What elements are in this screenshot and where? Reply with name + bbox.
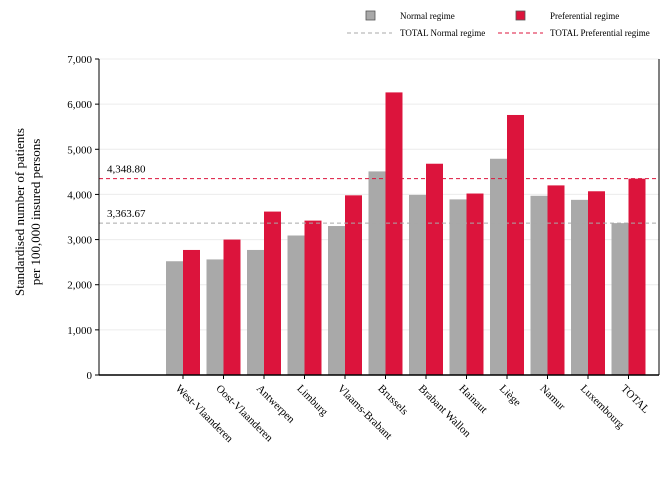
bar-normal — [247, 249, 264, 375]
bar-normal — [449, 199, 467, 375]
bar-normal — [530, 195, 548, 375]
x-tick-label: Liège — [497, 383, 523, 409]
bar-preferential — [466, 193, 484, 375]
x-tick-label: Namur — [537, 383, 567, 413]
legend-swatch-normal — [365, 10, 376, 21]
y-tick-label: 0 — [87, 370, 93, 382]
reference-line-label: 4,348.80 — [107, 164, 146, 176]
x-tick-label: Limburg — [294, 383, 330, 419]
y-tick-label: 6,000 — [67, 99, 92, 111]
x-tick-label: Antwerpen — [254, 383, 297, 426]
y-axis-title-line: per 100,000 insured persons — [28, 139, 43, 286]
bar-preferential — [507, 114, 524, 375]
legend-label-preferential: Preferential regime — [550, 11, 619, 21]
bar-normal — [166, 261, 183, 375]
bar-preferential — [345, 195, 362, 375]
legend-label-total-normal: TOTAL Normal regime — [400, 28, 485, 38]
x-tick-label: Brussels — [375, 383, 410, 418]
bar-normal — [328, 226, 345, 375]
bar-preferential — [264, 211, 281, 375]
y-axis-title-line: Standardised number of patients — [12, 128, 27, 296]
x-tick-label: Hainaut — [456, 383, 489, 416]
y-tick-label: 7,000 — [67, 54, 92, 66]
bar-preferential — [304, 220, 322, 375]
y-tick-label: 1,000 — [67, 325, 92, 337]
y-axis-title: Standardised number of patientsper 100,0… — [12, 128, 43, 296]
bar-preferential — [223, 239, 241, 375]
bar-preferential — [547, 185, 565, 375]
bar-normal — [206, 259, 224, 375]
legend-swatch-preferential — [515, 10, 526, 21]
bar-preferential — [426, 163, 443, 375]
legend-label-total-preferential: TOTAL Preferential regime — [550, 28, 650, 38]
bar-preferential — [183, 249, 200, 375]
bar-preferential — [385, 92, 403, 376]
bar-preferential — [628, 178, 646, 375]
reference-line-label: 3,363.67 — [107, 208, 146, 220]
bar-normal — [571, 199, 588, 375]
bar-normal — [368, 171, 386, 375]
bar-normal — [490, 158, 507, 375]
bar-normal — [611, 223, 629, 375]
y-tick-label: 4,000 — [67, 189, 92, 201]
x-tick-label: TOTAL — [618, 383, 651, 416]
legend-label-normal: Normal regime — [400, 11, 455, 21]
bar-normal — [409, 194, 426, 375]
y-tick-label: 5,000 — [67, 144, 92, 156]
bar-normal — [287, 235, 305, 375]
bar-preferential — [588, 191, 605, 375]
y-tick-label: 2,000 — [67, 280, 92, 292]
y-tick-label: 3,000 — [67, 235, 92, 247]
